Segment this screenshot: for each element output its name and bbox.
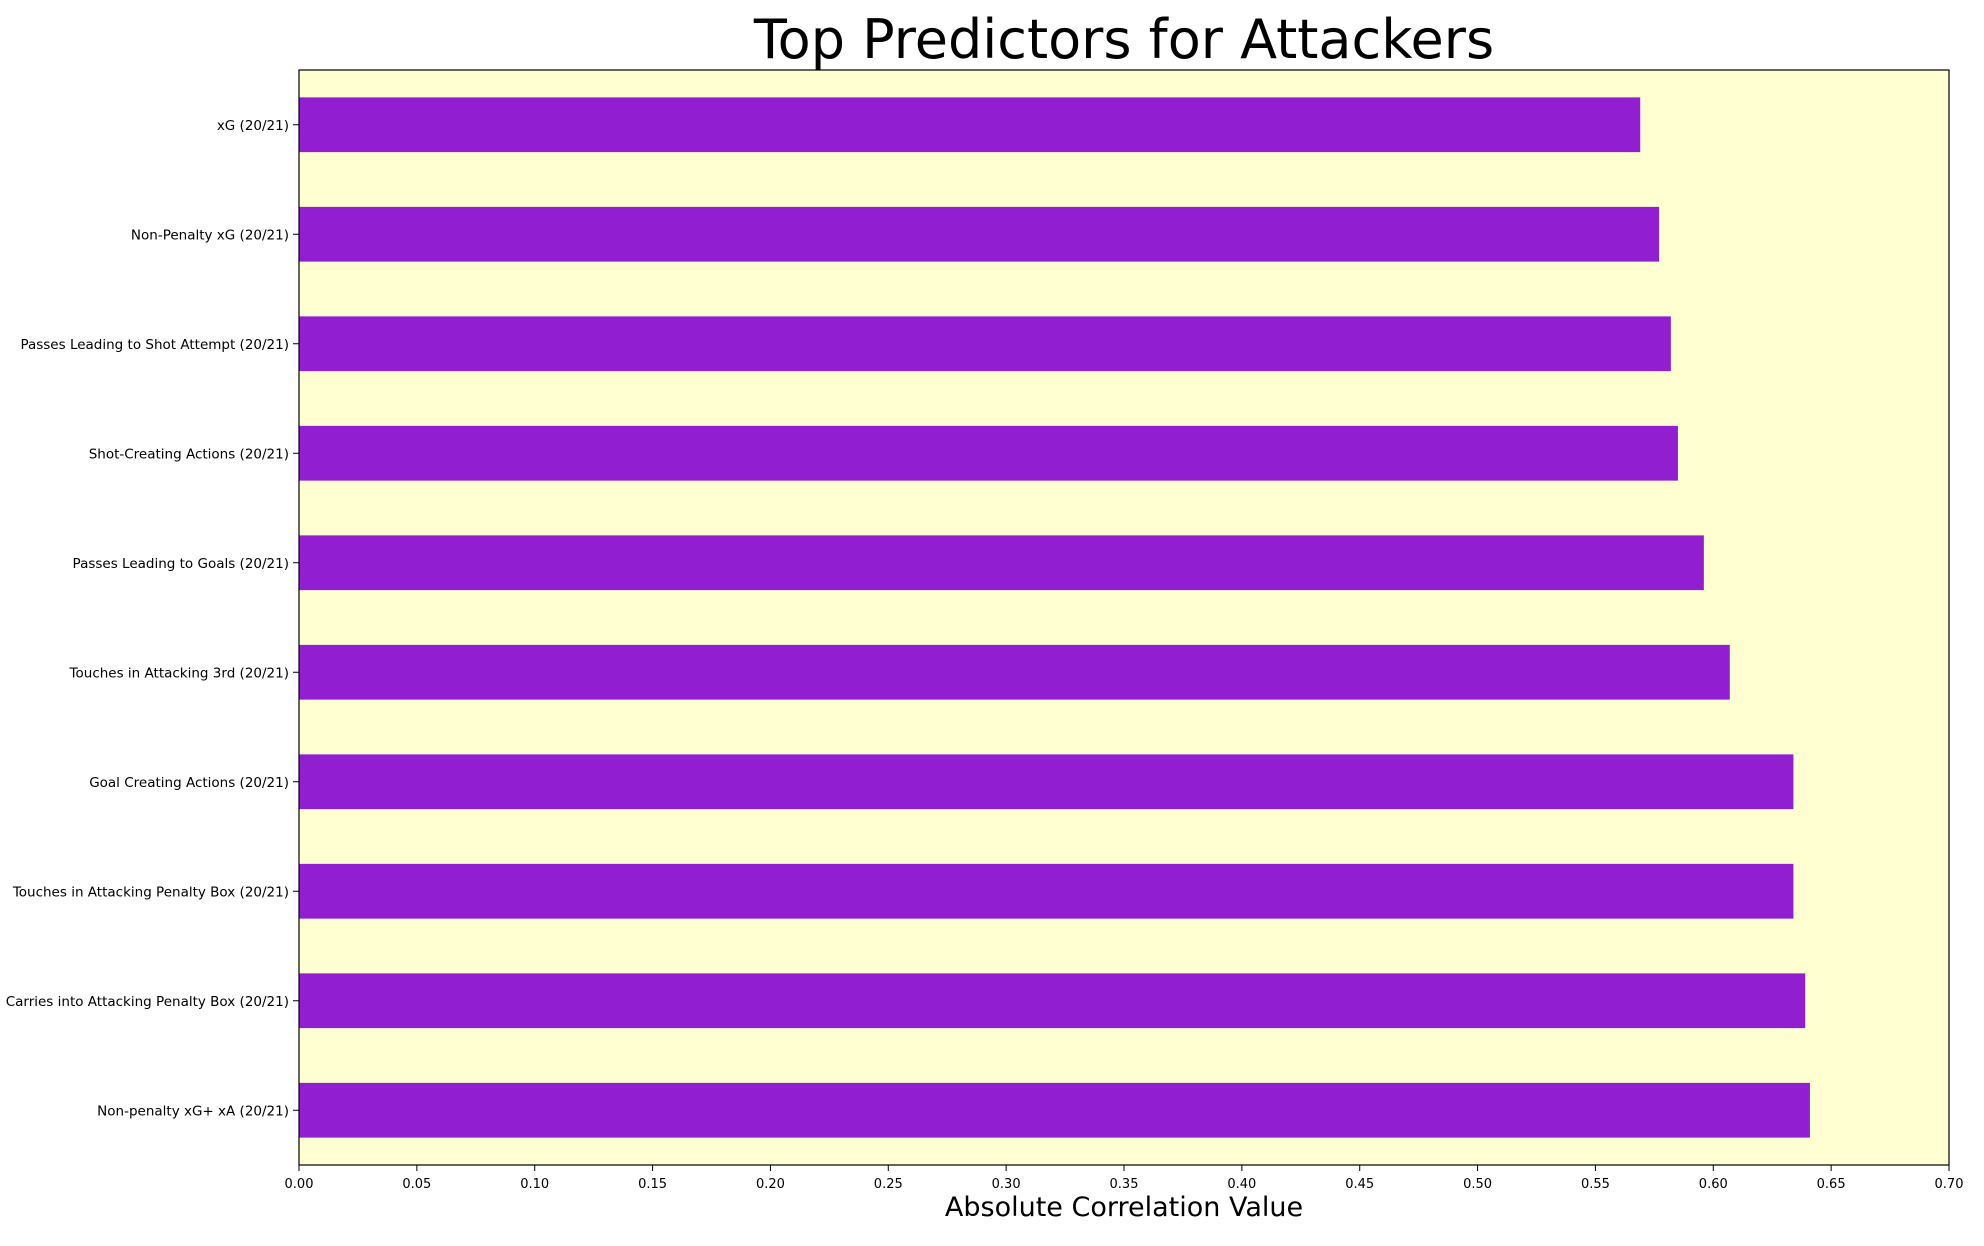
x-tick-label: 0.60 [1699,1177,1728,1192]
bar [299,973,1806,1029]
bar [299,206,1660,262]
bar [299,644,1730,700]
bar [299,754,1794,810]
y-tick-label: Passes Leading to Shot Attempt (20/21) [20,337,289,353]
x-tick-label: 0.05 [402,1177,431,1192]
y-tick-label: Passes Leading to Goals (20/21) [73,556,289,572]
x-tick-label: 0.10 [520,1177,549,1192]
bars-group [299,97,1810,1138]
x-tick-label: 0.65 [1817,1177,1846,1192]
y-tick-label: xG (20/21) [217,118,289,134]
x-tick-label: 0.55 [1581,1177,1610,1192]
y-tick-label: Non-Penalty xG (20/21) [131,227,289,243]
x-tick-label: 0.15 [638,1177,667,1192]
x-tick-label: 0.25 [874,1177,903,1192]
bar [299,535,1704,591]
x-tick-label: 0.35 [1110,1177,1139,1192]
x-tick-label: 0.00 [285,1177,314,1192]
bar [299,97,1641,153]
y-tick-label: Non-penalty xG+ xA (20/21) [97,1103,289,1119]
y-tick-label: Shot-Creating Actions (20/21) [89,446,289,462]
y-tick-label: Goal Creating Actions (20/21) [89,775,289,791]
chart-title: Top Predictors for Attackers [753,8,1494,71]
x-tick-label: 0.50 [1463,1177,1492,1192]
y-axis: xG (20/21) Non-Penalty xG (20/21) Passes L… [6,118,299,1119]
x-tick-label: 0.20 [756,1177,785,1192]
x-tick-label: 0.45 [1345,1177,1374,1192]
x-tick-label: 0.30 [992,1177,1021,1192]
y-tick-label: Touches in Attacking 3rd (20/21) [69,665,289,681]
y-tick-label: Touches in Attacking Penalty Box (20/21) [12,884,289,900]
x-axis-label: Absolute Correlation Value [945,1192,1303,1223]
y-tick-label: Carries into Attacking Penalty Box (20/2… [6,994,289,1010]
bar [299,1082,1810,1138]
x-tick-label: 0.70 [1935,1177,1964,1192]
x-tick-label: 0.40 [1227,1177,1256,1192]
x-axis: 0.00 0.05 0.10 0.15 0.20 0.25 0.30 0.35 0.40 0.45… [285,1165,1964,1192]
bar [299,863,1794,919]
bar [299,425,1678,481]
bar [299,316,1671,372]
